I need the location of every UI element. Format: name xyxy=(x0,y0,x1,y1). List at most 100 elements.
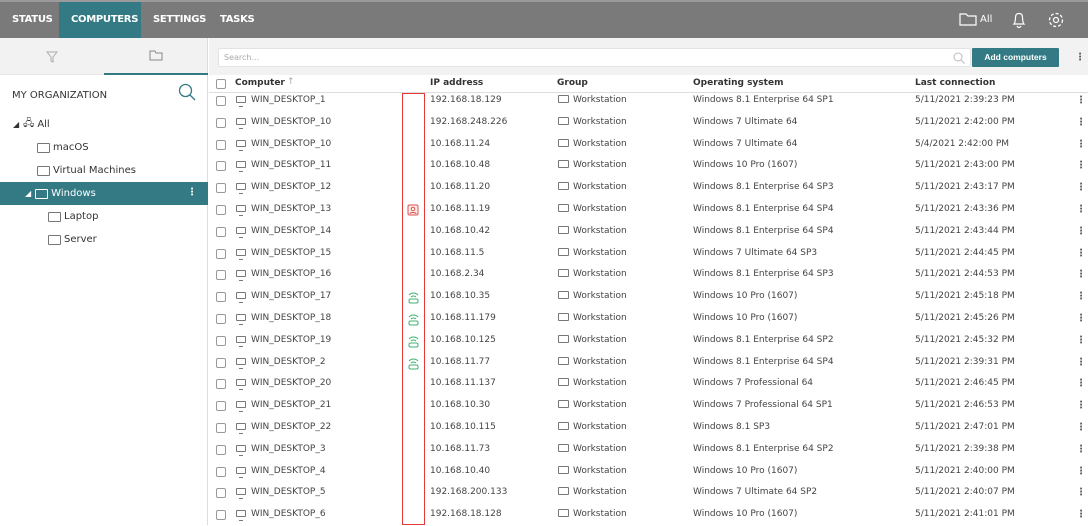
tree-item-virtual-machines[interactable]: Virtual Machines xyxy=(0,159,208,182)
row-menu-icon[interactable]: ⋮ xyxy=(1076,509,1086,521)
table-row[interactable]: WIN_DESKTOP_13 10.168.11.19 Workstation Win… xyxy=(209,199,1088,221)
search-icon[interactable] xyxy=(953,52,965,64)
table-row[interactable]: WIN_DESKTOP_11 10.168.10.48 Workstation Win… xyxy=(209,155,1088,177)
tab-tasks[interactable]: TASKS xyxy=(220,14,255,25)
table-row[interactable]: WIN_DESKTOP_22 10.168.10.115 Workstation Wi… xyxy=(209,417,1088,439)
row-checkbox[interactable] xyxy=(216,139,226,150)
computer-name[interactable]: WIN_DESKTOP_20 xyxy=(251,378,332,389)
table-row[interactable]: WIN_DESKTOP_4 10.168.10.40 Workstation Wind… xyxy=(209,461,1088,483)
tree-item-macos[interactable]: macOS xyxy=(0,136,208,159)
row-menu-icon[interactable]: ⋮ xyxy=(1076,487,1086,499)
column-ip-address[interactable]: IP address xyxy=(430,78,484,88)
expand-icon[interactable]: ◢ xyxy=(13,120,20,129)
computer-name[interactable]: WIN_DESKTOP_15 xyxy=(251,247,332,258)
row-menu-icon[interactable]: ⋮ xyxy=(1076,225,1086,237)
computer-name[interactable]: WIN_DESKTOP_13 xyxy=(251,204,332,214)
row-checkbox[interactable] xyxy=(216,205,226,215)
row-menu-icon[interactable]: ⋮ xyxy=(1076,204,1086,215)
table-row[interactable]: WIN_DESKTOP_21 10.168.10.30 Workstation Win… xyxy=(209,395,1088,417)
tab-computers[interactable]: COMPUTERS xyxy=(59,2,141,38)
row-menu-icon[interactable]: ⋮ xyxy=(1076,182,1086,194)
row-menu-icon[interactable]: ⋮ xyxy=(1076,313,1086,324)
tree-item-server[interactable]: Server xyxy=(0,228,208,251)
more-options-icon[interactable]: ⋮ xyxy=(187,187,197,198)
search-icon[interactable] xyxy=(178,83,196,101)
row-checkbox[interactable] xyxy=(216,183,226,194)
filters-tab[interactable] xyxy=(0,38,104,75)
gear-icon[interactable] xyxy=(1046,10,1066,30)
computer-name[interactable]: WIN_DESKTOP_10 xyxy=(251,138,332,149)
table-row[interactable]: WIN_DESKTOP_10 10.168.11.24 Workstation Win… xyxy=(209,134,1088,156)
tree-item-windows[interactable]: ◢ Windows ⋮ xyxy=(0,182,208,205)
folders-tab[interactable] xyxy=(104,38,208,75)
tree-item-all[interactable]: ◢ 🖧 All xyxy=(0,113,208,136)
table-row[interactable]: WIN_DESKTOP_5 192.168.200.133 Workstation W… xyxy=(209,482,1088,504)
row-checkbox[interactable] xyxy=(216,423,226,433)
select-all-checkbox[interactable] xyxy=(216,79,226,89)
search-input[interactable]: Search... xyxy=(218,48,971,67)
table-row[interactable]: WIN_DESKTOP_6 192.168.18.128 Workstation Wi… xyxy=(209,504,1088,526)
row-menu-icon[interactable]: ⋮ xyxy=(1076,400,1086,412)
row-checkbox[interactable] xyxy=(216,444,226,455)
computer-name[interactable]: WIN_DESKTOP_3 xyxy=(251,443,326,454)
row-menu-icon[interactable]: ⋮ xyxy=(1076,334,1086,346)
row-checkbox[interactable] xyxy=(216,335,226,346)
row-checkbox[interactable] xyxy=(216,488,226,499)
row-checkbox[interactable] xyxy=(216,96,226,106)
row-menu-icon[interactable]: ⋮ xyxy=(1076,160,1086,172)
computer-name[interactable]: WIN_DESKTOP_19 xyxy=(251,334,332,345)
computer-name[interactable]: WIN_DESKTOP_18 xyxy=(251,313,332,323)
row-checkbox[interactable] xyxy=(216,357,226,368)
row-menu-icon[interactable]: ⋮ xyxy=(1076,422,1086,433)
bell-icon[interactable] xyxy=(1011,10,1027,30)
computer-name[interactable]: WIN_DESKTOP_14 xyxy=(251,225,332,236)
table-row[interactable]: WIN_DESKTOP_3 10.168.11.73 Workstation Wind… xyxy=(209,439,1088,461)
row-checkbox[interactable] xyxy=(216,270,226,281)
computer-name[interactable]: WIN_DESKTOP_1 xyxy=(251,95,326,105)
column-computer[interactable]: Computer xyxy=(235,78,285,88)
row-checkbox[interactable] xyxy=(216,248,226,259)
row-checkbox[interactable] xyxy=(216,292,226,303)
row-checkbox[interactable] xyxy=(216,117,226,128)
table-row[interactable]: WIN_DESKTOP_10 192.168.248.226 Workstation… xyxy=(209,112,1088,134)
row-menu-icon[interactable]: ⋮ xyxy=(1076,95,1086,106)
computer-name[interactable]: WIN_DESKTOP_4 xyxy=(251,465,326,476)
computer-name[interactable]: WIN_DESKTOP_5 xyxy=(251,487,326,498)
row-menu-icon[interactable]: ⋮ xyxy=(1076,269,1086,281)
row-checkbox[interactable] xyxy=(216,379,226,390)
filter-all-button[interactable]: All xyxy=(959,12,992,26)
row-checkbox[interactable] xyxy=(216,314,226,324)
table-row[interactable]: WIN_DESKTOP_17 10.168.10.35 Workstation Win… xyxy=(209,286,1088,308)
tree-item-laptop[interactable]: Laptop xyxy=(0,205,208,228)
table-row[interactable]: WIN_DESKTOP_14 10.168.10.42 Workstation Win… xyxy=(209,221,1088,243)
expand-icon[interactable]: ◢ xyxy=(25,189,32,198)
tab-settings[interactable]: SETTINGS xyxy=(153,14,207,25)
row-menu-icon[interactable]: ⋮ xyxy=(1076,116,1086,128)
row-menu-icon[interactable]: ⋮ xyxy=(1076,138,1086,150)
column-group[interactable]: Group xyxy=(557,78,588,88)
table-row[interactable]: WIN_DESKTOP_19 10.168.10.125 Workstation Wi… xyxy=(209,330,1088,352)
computer-name[interactable]: WIN_DESKTOP_22 xyxy=(251,422,332,432)
table-row[interactable]: WIN_DESKTOP_16 10.168.2.34 Workstation Wind… xyxy=(209,264,1088,286)
sort-ascending-icon[interactable]: ↑ xyxy=(287,77,295,87)
table-row[interactable]: WIN_DESKTOP_12 10.168.11.20 Workstation Win… xyxy=(209,177,1088,199)
row-menu-icon[interactable]: ⋮ xyxy=(1076,291,1086,303)
row-menu-icon[interactable]: ⋮ xyxy=(1076,378,1086,390)
row-menu-icon[interactable]: ⋮ xyxy=(1076,443,1086,455)
row-checkbox[interactable] xyxy=(216,161,226,172)
row-checkbox[interactable] xyxy=(216,401,226,412)
row-menu-icon[interactable]: ⋮ xyxy=(1076,465,1086,477)
row-checkbox[interactable] xyxy=(216,466,226,477)
table-row[interactable]: WIN_DESKTOP_20 10.168.11.137 Workstation Wi… xyxy=(209,373,1088,395)
computer-name[interactable]: WIN_DESKTOP_11 xyxy=(251,160,332,171)
table-row[interactable]: WIN_DESKTOP_2 10.168.11.77 Workstation Wind… xyxy=(209,352,1088,374)
tab-status[interactable]: STATUS xyxy=(12,14,53,25)
computer-name[interactable]: WIN_DESKTOP_12 xyxy=(251,182,332,193)
table-row[interactable]: WIN_DESKTOP_18 10.168.11.179 Workstation Wi… xyxy=(209,308,1088,330)
column-last-connection[interactable]: Last connection xyxy=(915,78,996,88)
computer-name[interactable]: WIN_DESKTOP_17 xyxy=(251,291,332,302)
row-checkbox[interactable] xyxy=(216,510,226,521)
row-checkbox[interactable] xyxy=(216,226,226,237)
computer-name[interactable]: WIN_DESKTOP_2 xyxy=(251,356,326,367)
table-row[interactable]: WIN_DESKTOP_15 10.168.11.5 Workstation Wind… xyxy=(209,243,1088,265)
